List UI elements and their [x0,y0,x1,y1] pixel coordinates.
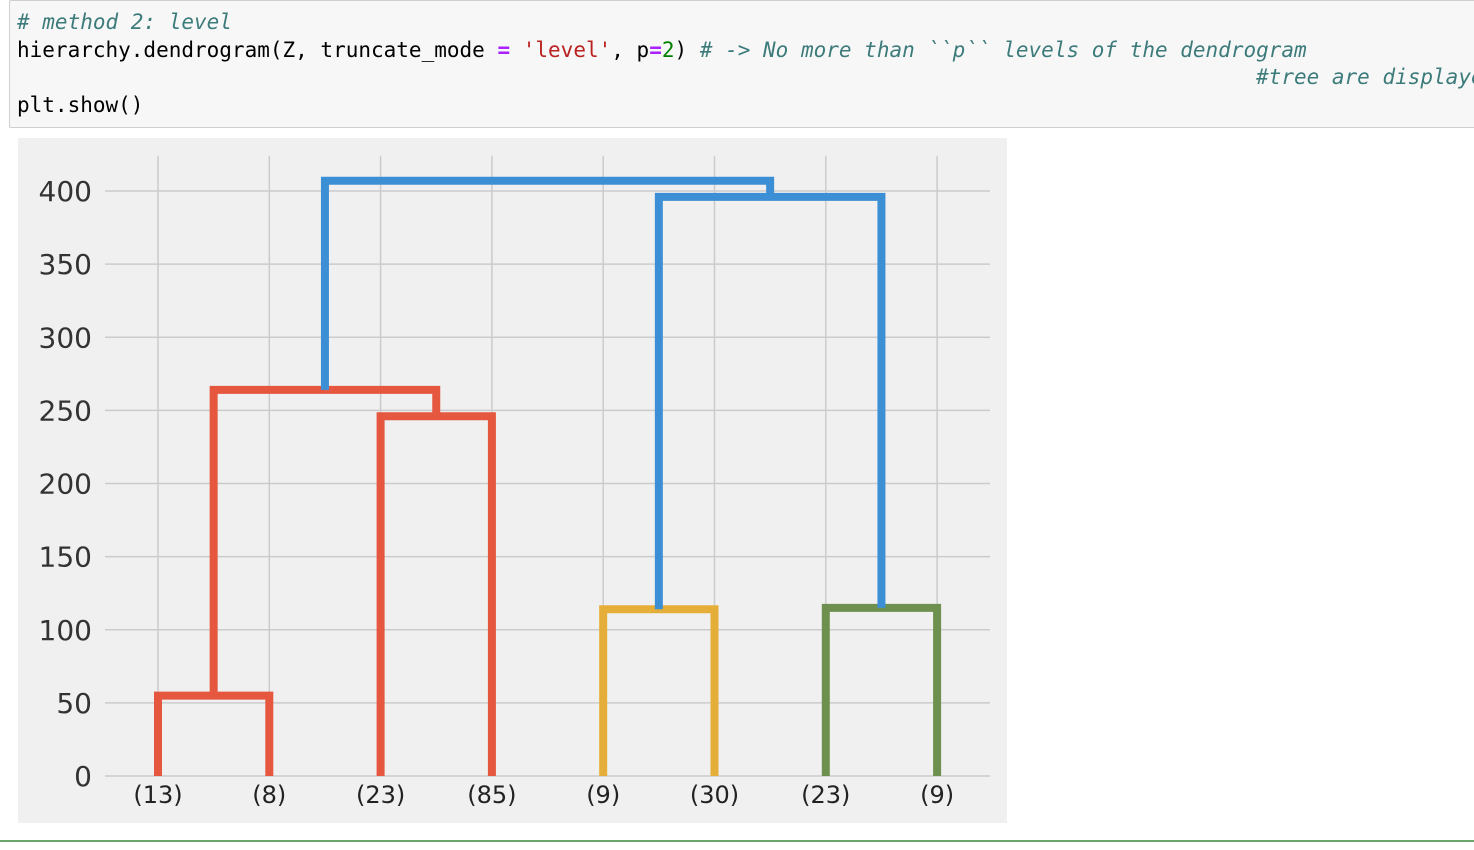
cell-separator [0,840,1474,842]
y-tick-label: 300 [39,321,92,354]
dendrogram-chart: 0 50 100 150 200 250 300 350 400 (13) (8) (23) (85)… [18,138,1007,823]
x-tick-label: (9) [920,781,954,809]
code-arg-text: , p [611,37,650,62]
code-number: 2 [661,37,675,62]
dendrogram-links [154,176,942,776]
y-tick-label: 0 [74,760,92,793]
code-inline-comment-continued: #tree are displayed. [1256,65,1474,89]
code-show-call: plt.show() [17,92,144,117]
dendrogram-link [654,192,886,610]
y-tick-label: 250 [39,394,92,427]
code-call-text: hierarchy.dendrogram(Z, truncate_mode [17,37,498,62]
dendrogram-link [320,176,775,390]
code-comment-line: # method 2: level [17,10,232,34]
y-tick-label: 100 [39,614,92,647]
dendrogram-link [599,605,719,776]
code-string: 'level' [522,37,612,62]
code-operator: = [497,37,511,62]
x-tick-label: (9) [586,781,620,809]
x-tick-label: (23) [801,781,850,809]
x-tick-label: (85) [467,781,516,809]
x-tick-label: (13) [133,781,182,809]
code-close-paren: ) [674,37,700,62]
code-cell[interactable]: # method 2: level hierarchy.dendrogram(Z… [9,0,1474,128]
output-area: 0 50 100 150 200 250 300 350 400 (13) (8) (23) (85)… [18,138,1007,827]
y-tick-label: 200 [39,468,92,501]
code-inline-comment: # -> No more than ``p`` levels of the de… [699,37,1307,62]
code-operator: = [649,37,662,62]
x-axis-leaf-labels: (13) (8) (23) (85) (9) (30) (23) (9) [133,781,954,809]
y-tick-label: 400 [39,175,92,208]
x-tick-label: (23) [356,781,405,809]
y-tick-label: 50 [56,687,92,720]
y-tick-label: 350 [39,248,92,281]
y-tick-label: 150 [39,541,92,574]
code-input[interactable]: # method 2: level hierarchy.dendrogram(Z… [17,9,1474,119]
x-tick-label: (30) [690,781,739,809]
y-axis-tick-labels: 0 50 100 150 200 250 300 350 400 [39,175,92,793]
figure-background [18,138,1007,823]
x-tick-label: (8) [252,781,286,809]
